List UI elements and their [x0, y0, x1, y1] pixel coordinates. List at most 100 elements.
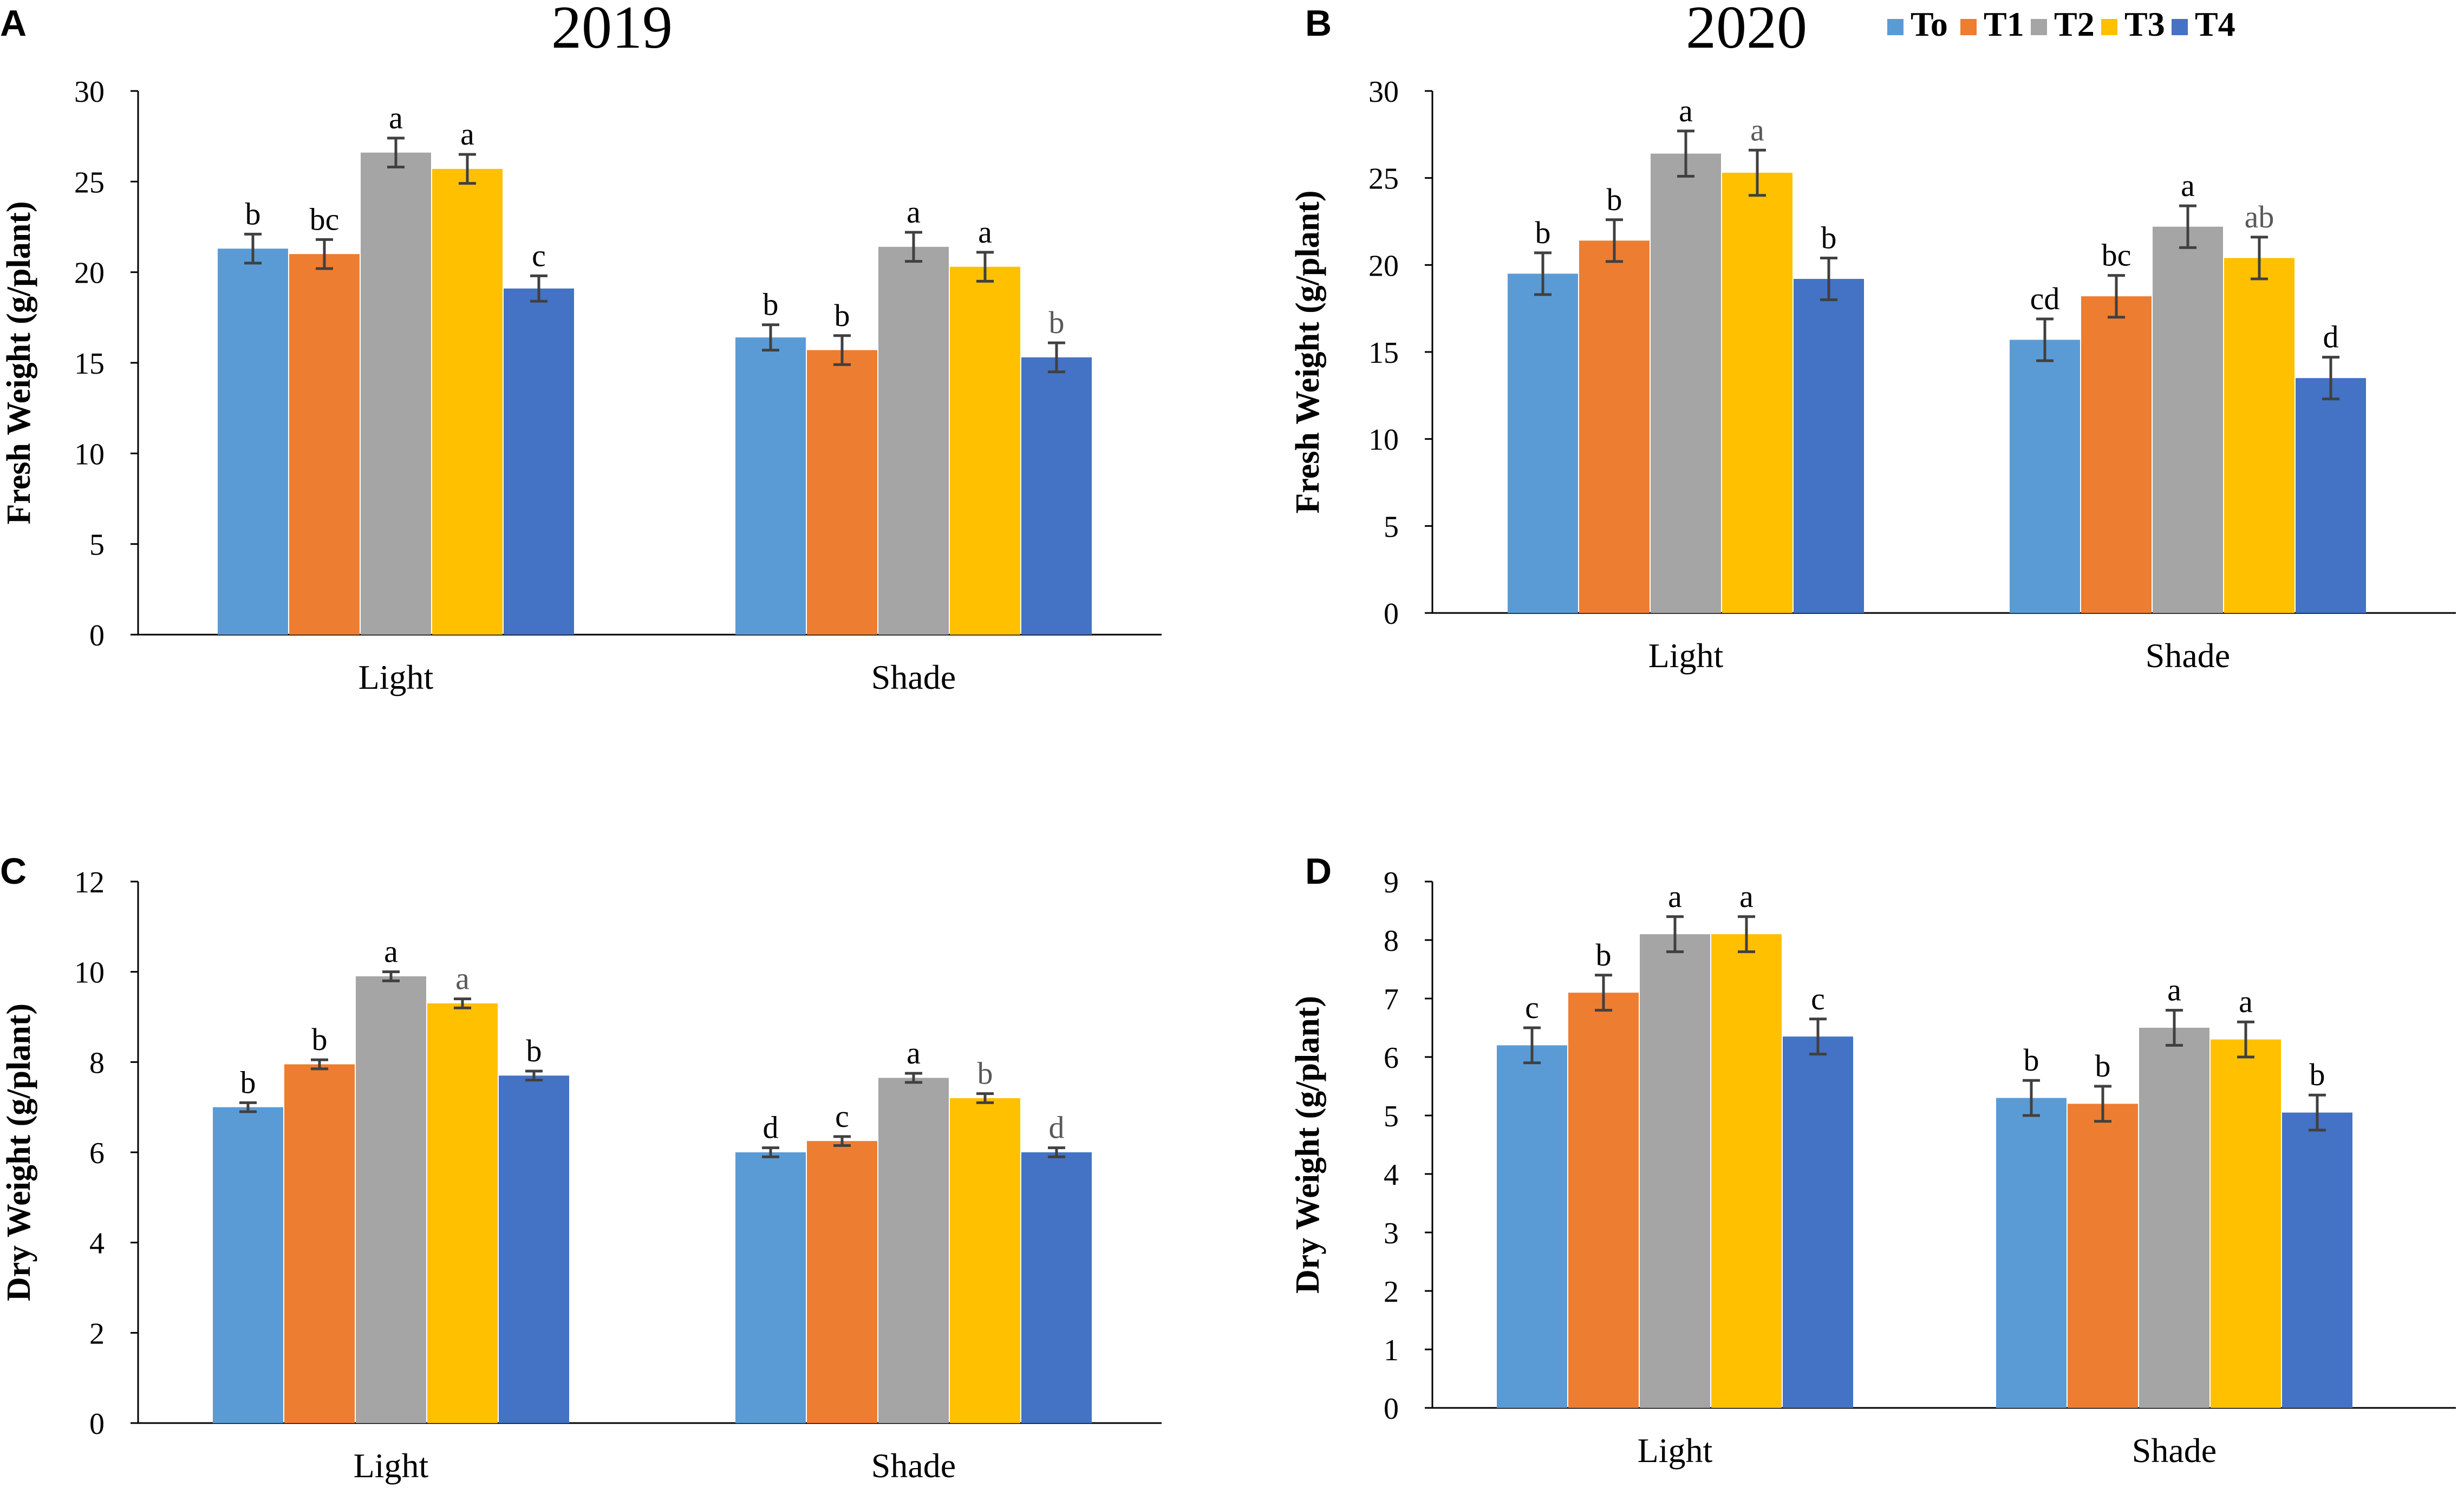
panel-d-error-bar-shade-t2	[2166, 1009, 2183, 1047]
panel-c-y-tick-label: 4	[89, 1227, 105, 1261]
panel-d-sig-letter-light-t4: c	[1811, 981, 1825, 1016]
panel-b-error-bar-shade-t3	[2251, 236, 2268, 280]
panel-b-sig-letter-light-t2: a	[1679, 93, 1693, 128]
panel-a-y-tick-label: 5	[89, 529, 105, 562]
panel-c-error-bar-shade-t3	[976, 1092, 994, 1104]
panel-a-bar-light-to	[218, 249, 288, 635]
panel-d-y-tick-label: 1	[1384, 1334, 1399, 1367]
panel-d-y-tick-label: 8	[1384, 924, 1399, 958]
panel-a-bar-light-t4	[504, 288, 574, 635]
panel-a-y-tick-label: 0	[89, 619, 105, 653]
panel-d-bar-shade-t1	[2068, 1104, 2138, 1408]
panel-d-bar-shade-to	[1996, 1098, 2067, 1408]
panel-d-y-tick-label: 5	[1384, 1100, 1399, 1133]
panel-a-chart: 0 5 10 15 20 25 30 Fresh Weight (g/plant) Light S…	[1, 75, 1162, 696]
legend-label-t1: T1	[1984, 5, 2024, 43]
panel-a-sig-letter-shade-t1: b	[835, 298, 850, 333]
panel-b-y-tick-label: 15	[1368, 336, 1399, 370]
legend-swatch-t2	[2031, 19, 2047, 35]
panel-b-y-tick-label: 20	[1368, 249, 1399, 283]
panel-a-y-tick-label: 20	[74, 257, 105, 290]
panel-b-error-bar-shade-t1	[2108, 274, 2125, 319]
panel-b-error-bar-shade-to	[2036, 317, 2054, 362]
panel-b-error-bar-light-t3	[1749, 148, 1766, 197]
panel-b-y-tick-label: 5	[1384, 510, 1399, 544]
panel-d-bar-shade-t3	[2211, 1039, 2281, 1408]
panel-c-bar-light-to	[213, 1107, 283, 1423]
panel-d-sig-letter-shade-t4: b	[2310, 1057, 2325, 1092]
panel-a-category-label-shade: Shade	[871, 658, 956, 696]
panel-c-category-label-light: Light	[354, 1446, 429, 1485]
panel-b-sig-letter-light-t1: b	[1607, 182, 1622, 217]
panel-d-bar-shade-t2	[2139, 1028, 2209, 1408]
panel-a-error-bar-light-t1	[316, 238, 333, 270]
panel-letter-d: D	[1305, 851, 1332, 892]
panel-d-y-tick-label: 9	[1384, 866, 1399, 899]
panel-a-sig-letter-shade-t3: a	[978, 214, 992, 250]
panel-a-sig-letter-light-t1: bc	[310, 201, 340, 237]
panel-a-sig-letter-light-t4: c	[532, 238, 546, 273]
panel-d-sig-letter-shade-t1: b	[2095, 1048, 2111, 1084]
panel-c-bar-shade-t3	[950, 1098, 1020, 1423]
panel-c-bar-shade-to	[735, 1152, 806, 1423]
panel-c-bar-light-t4	[499, 1075, 569, 1423]
panel-b-sig-letter-light-t4: b	[1821, 220, 1837, 255]
panel-d-error-bar-light-t1	[1595, 974, 1612, 1012]
panel-b-error-bar-shade-t4	[2322, 356, 2339, 401]
panel-d-sig-letter-light-t2: a	[1668, 879, 1682, 914]
panel-b-bar-shade-t1	[2081, 296, 2152, 613]
panel-a-y-tick-label: 15	[74, 347, 105, 381]
panel-c-sig-letter-light-to: b	[240, 1065, 256, 1100]
legend-label-t4: T4	[2195, 5, 2235, 43]
panel-b-error-bar-light-t4	[1820, 256, 1837, 302]
panel-c-error-bar-shade-t1	[833, 1135, 851, 1147]
panel-b-error-bar-shade-t2	[2179, 204, 2196, 249]
panel-d-sig-letter-light-to: c	[1525, 990, 1539, 1025]
panel-c-chart: 0 2 4 6 8 10 12 Dry Weight (g/plant) Light Shade b…	[1, 866, 1162, 1485]
panel-c-sig-letter-shade-t3: b	[977, 1056, 993, 1091]
panel-b-bar-shade-t2	[2153, 226, 2223, 613]
panel-d-error-bar-light-t2	[1666, 915, 1684, 954]
panel-b-y-axis-label: Fresh Weight (g/plant)	[1289, 190, 1326, 513]
panel-d-category-label-shade: Shade	[2132, 1431, 2217, 1470]
panel-a-bar-light-t1	[289, 254, 360, 635]
panel-b-sig-letter-light-t3: a	[1750, 112, 1764, 147]
panel-c-bar-light-t1	[284, 1064, 355, 1423]
panel-b-chart: 0 5 10 15 20 25 30 Fresh Weight (g/plant) Light S…	[1289, 75, 2456, 675]
legend-label-t3: T3	[2124, 5, 2165, 43]
panel-a-bar-shade-t2	[878, 246, 949, 635]
legend-swatch-t3	[2101, 19, 2117, 35]
panel-d-error-bar-light-t3	[1738, 915, 1755, 954]
panel-d-error-bar-shade-t4	[2309, 1093, 2326, 1132]
panel-d-y-tick-label: 2	[1384, 1275, 1399, 1309]
panel-c-bar-light-t3	[427, 1003, 498, 1423]
panel-d-error-bar-shade-t3	[2237, 1020, 2254, 1059]
panel-a-error-bar-shade-t3	[976, 251, 994, 283]
panel-a-error-bar-shade-t2	[905, 231, 922, 263]
chart-title-2020: 2020	[1686, 0, 1807, 61]
panel-c-sig-letter-light-t4: b	[526, 1033, 542, 1068]
panel-d-error-bar-light-to	[1523, 1026, 1541, 1065]
panel-b-y-tick-label: 10	[1368, 423, 1399, 457]
panel-c-y-tick-label: 2	[89, 1317, 105, 1351]
panel-b-y-tick-label: 0	[1384, 597, 1399, 631]
panel-c-sig-letter-shade-t4: d	[1049, 1110, 1065, 1145]
panel-b-bar-light-t4	[1794, 279, 1864, 613]
panel-c-y-tick-label: 10	[74, 956, 105, 990]
panel-a-y-tick-label: 10	[74, 438, 105, 471]
panel-a-error-bar-light-t2	[387, 136, 405, 169]
panel-a-error-bar-shade-to	[762, 323, 779, 352]
panel-b-category-label-light: Light	[1648, 636, 1724, 675]
panel-a-bar-shade-t3	[950, 266, 1020, 635]
legend: To T1 T2 T3 T4	[1887, 5, 2235, 43]
panel-c-category-label-shade: Shade	[871, 1446, 956, 1485]
panel-c-bar-light-t2	[356, 976, 426, 1423]
panel-letter-b: B	[1305, 3, 1332, 44]
panel-d-y-tick-label: 3	[1384, 1217, 1399, 1250]
panel-d-sig-letter-shade-t3: a	[2239, 984, 2253, 1019]
chart-title-2019: 2019	[551, 0, 673, 61]
panel-c-error-bar-light-t4	[525, 1069, 543, 1082]
panel-d-bar-light-t3	[1711, 934, 1782, 1408]
panel-d-bar-light-t2	[1640, 934, 1710, 1408]
panel-c-y-axis-label: Dry Weight (g/plant)	[1, 1003, 37, 1301]
